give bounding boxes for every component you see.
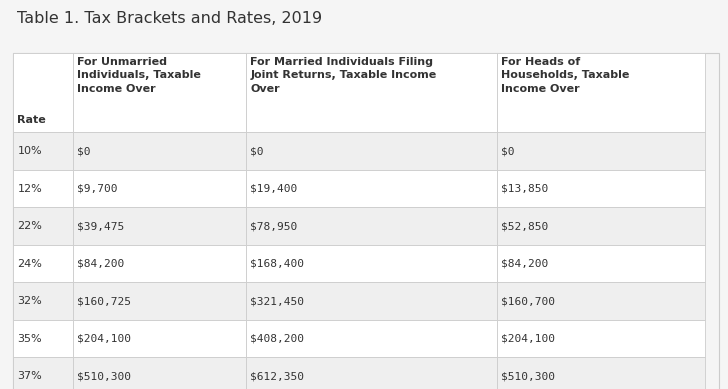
Bar [73, 357, 246, 389]
Text: $204,100: $204,100 [501, 334, 555, 344]
Text: For Heads of
Households, Taxable
Income Over: For Heads of Households, Taxable Income … [501, 57, 630, 94]
Text: 12%: 12% [17, 184, 42, 194]
Bar [13, 207, 73, 245]
Bar [13, 357, 73, 389]
Text: $9,700: $9,700 [77, 184, 118, 194]
Bar [246, 132, 496, 170]
Text: 24%: 24% [17, 259, 42, 269]
Text: Rate: Rate [17, 115, 46, 125]
Text: $19,400: $19,400 [250, 184, 298, 194]
Text: For Unmarried
Individuals, Taxable
Income Over: For Unmarried Individuals, Taxable Incom… [77, 57, 201, 94]
Text: $204,100: $204,100 [77, 334, 131, 344]
Bar [73, 53, 246, 132]
Bar [13, 282, 73, 320]
Text: $13,850: $13,850 [501, 184, 548, 194]
Bar [246, 170, 496, 207]
Bar [13, 245, 73, 282]
Bar [496, 53, 705, 132]
Bar [496, 132, 705, 170]
Text: $39,475: $39,475 [77, 221, 124, 231]
Text: 22%: 22% [17, 221, 42, 231]
Text: $168,400: $168,400 [250, 259, 304, 269]
Text: $0: $0 [501, 146, 515, 156]
Text: $321,450: $321,450 [250, 296, 304, 306]
Bar [496, 282, 705, 320]
Bar [246, 357, 496, 389]
Text: $84,200: $84,200 [77, 259, 124, 269]
Text: For Married Individuals Filing
Joint Returns, Taxable Income
Over: For Married Individuals Filing Joint Ret… [250, 57, 437, 94]
Text: 10%: 10% [17, 146, 42, 156]
Text: 32%: 32% [17, 296, 42, 306]
Text: 35%: 35% [17, 334, 42, 344]
Text: Table 1. Tax Brackets and Rates, 2019: Table 1. Tax Brackets and Rates, 2019 [17, 11, 322, 26]
Bar [73, 282, 246, 320]
Bar [246, 207, 496, 245]
Text: $0: $0 [250, 146, 264, 156]
Bar [13, 53, 719, 389]
Bar [73, 207, 246, 245]
Bar [73, 132, 246, 170]
Bar [73, 320, 246, 357]
Bar [246, 245, 496, 282]
Bar [13, 320, 73, 357]
Bar [246, 282, 496, 320]
Text: $612,350: $612,350 [250, 371, 304, 381]
Text: $52,850: $52,850 [501, 221, 548, 231]
Bar [73, 170, 246, 207]
Bar [13, 170, 73, 207]
Bar [13, 53, 73, 132]
Text: $510,300: $510,300 [501, 371, 555, 381]
Bar [73, 245, 246, 282]
Text: $160,700: $160,700 [501, 296, 555, 306]
Text: 37%: 37% [17, 371, 42, 381]
Text: $0: $0 [77, 146, 91, 156]
Text: $160,725: $160,725 [77, 296, 131, 306]
Bar [496, 207, 705, 245]
Text: $408,200: $408,200 [250, 334, 304, 344]
Text: $84,200: $84,200 [501, 259, 548, 269]
Bar [246, 53, 496, 132]
Bar [496, 357, 705, 389]
Text: $78,950: $78,950 [250, 221, 298, 231]
Bar [496, 170, 705, 207]
Bar [246, 320, 496, 357]
Bar [13, 132, 73, 170]
Text: $510,300: $510,300 [77, 371, 131, 381]
Bar [496, 320, 705, 357]
Bar [496, 245, 705, 282]
